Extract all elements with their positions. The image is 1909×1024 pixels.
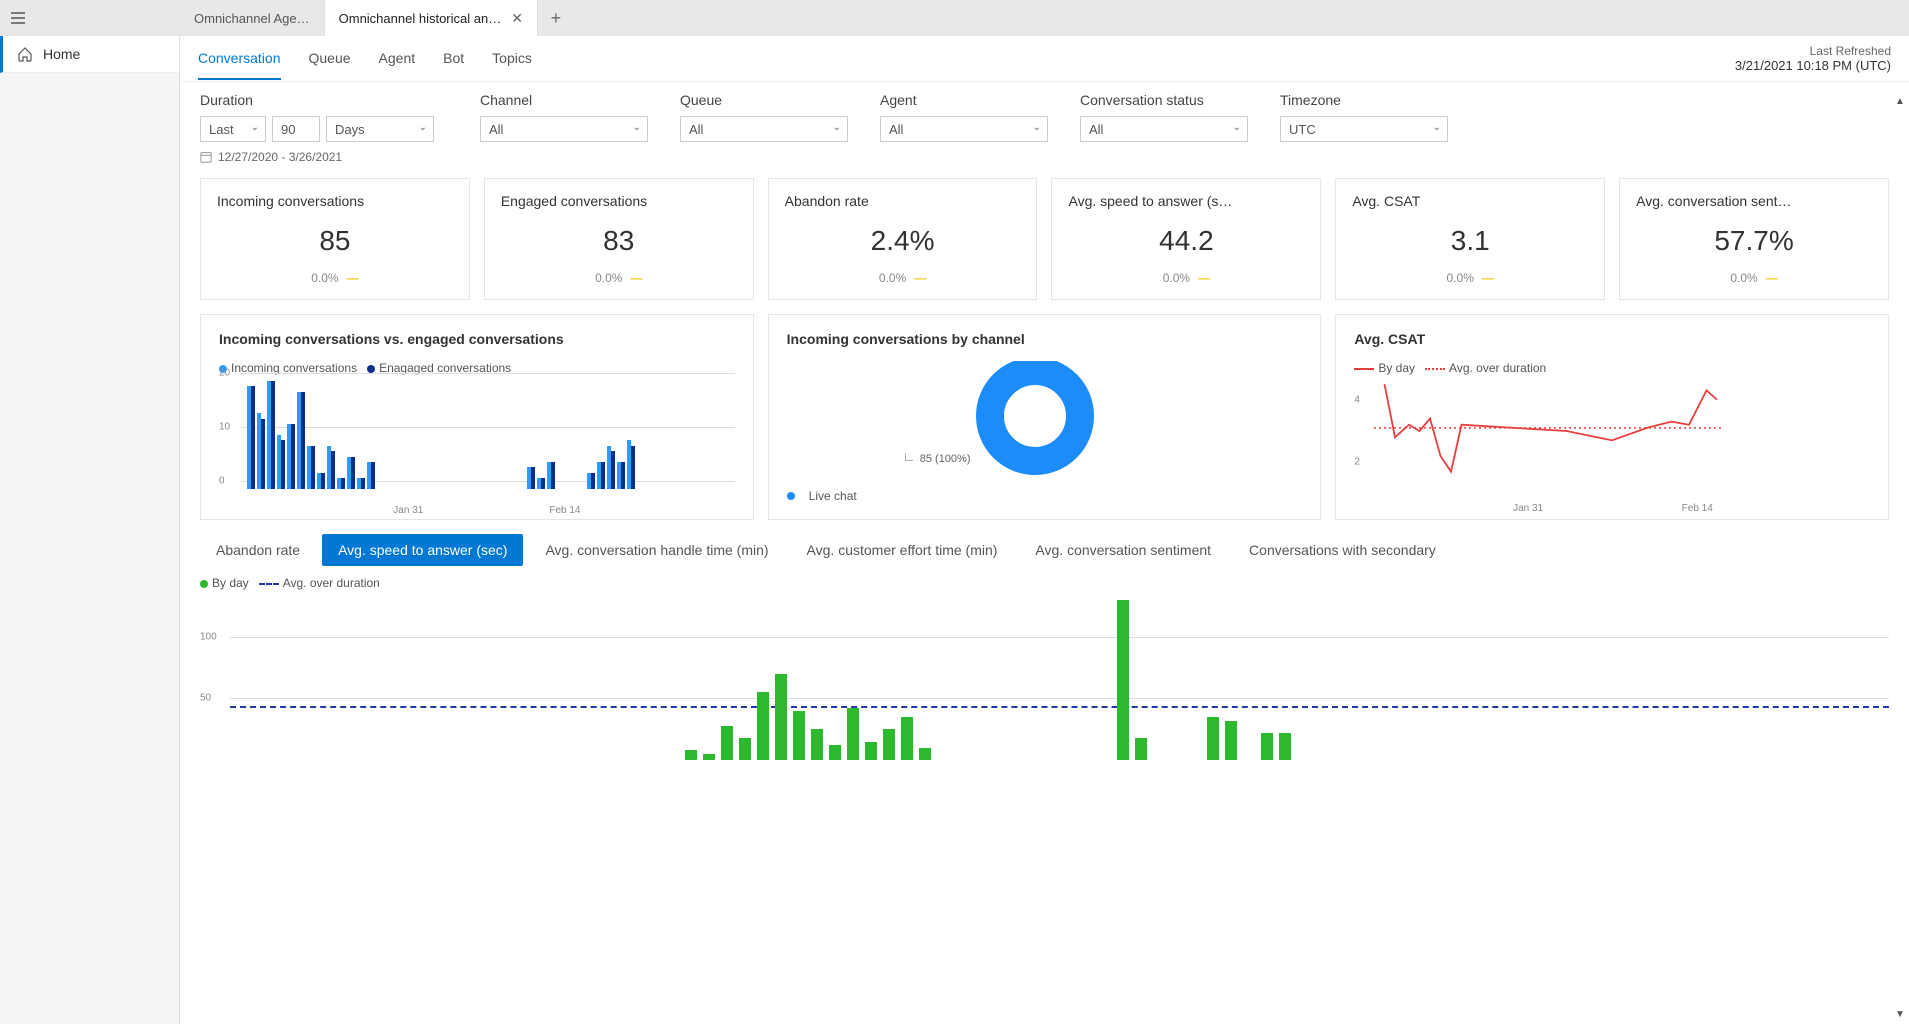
chart1-title: Incoming conversations vs. engaged conve… — [219, 331, 735, 347]
kpi-card: Avg. speed to answer (s… 44.2 0.0%— — [1051, 178, 1321, 300]
metric-tab[interactable]: Avg. customer effort time (min) — [791, 534, 1014, 566]
kpi-delta: 0.0%— — [1352, 271, 1588, 285]
kpi-card: Avg. conversation sent… 57.7% 0.0%— — [1619, 178, 1889, 300]
tab-label: Omnichannel historical an… — [339, 11, 502, 26]
kpi-value: 2.4% — [785, 225, 1021, 257]
subnav-agent[interactable]: Agent — [379, 38, 416, 80]
donut-legend-dot — [787, 492, 795, 500]
metric-tab[interactable]: Avg. conversation handle time (min) — [529, 534, 784, 566]
new-tab-button[interactable]: + — [538, 0, 574, 36]
date-range: 12/27/2020 - 3/26/2021 — [200, 150, 1889, 164]
refresh-time: 3/21/2021 10:18 PM (UTC) — [1735, 58, 1891, 73]
tab-label: Omnichannel Age… — [194, 11, 310, 26]
donut-legend-label: Live chat — [809, 489, 857, 503]
bar — [919, 748, 931, 760]
card-avg-csat: Avg. CSAT By dayAvg. over duration 24 Ja… — [1335, 314, 1889, 520]
subnav-bot[interactable]: Bot — [443, 38, 464, 80]
bar — [685, 750, 697, 760]
bar — [1225, 721, 1237, 760]
bar — [901, 717, 913, 760]
bar — [739, 738, 751, 760]
bar — [1117, 600, 1129, 760]
donut-center-label: 85 (100%) — [920, 453, 971, 465]
sidebar-item-home[interactable]: Home — [0, 36, 179, 73]
bar — [1135, 738, 1147, 760]
kpi-card: Abandon rate 2.4% 0.0%— — [768, 178, 1038, 300]
metric-tab[interactable]: Avg. speed to answer (sec) — [322, 534, 523, 566]
card-incoming-vs-engaged: Incoming conversations vs. engaged conve… — [200, 314, 754, 520]
kpi-title: Avg. conversation sent… — [1636, 193, 1872, 209]
donut-chart — [975, 361, 1115, 481]
kpi-title: Avg. speed to answer (s… — [1068, 193, 1304, 209]
subnav-conversation[interactable]: Conversation — [198, 38, 281, 80]
metric-tab[interactable]: Avg. conversation sentiment — [1019, 534, 1227, 566]
bar — [883, 729, 895, 760]
sidebar-label: Home — [43, 46, 80, 62]
refresh-label: Last Refreshed — [1735, 44, 1891, 58]
sidebar: Home — [0, 36, 180, 1024]
bar — [811, 729, 823, 760]
kpi-card: Engaged conversations 83 0.0%— — [484, 178, 754, 300]
scroll-indicator: ▲ ▼ — [1893, 96, 1907, 1020]
bar — [865, 742, 877, 760]
tab-omnichannel-historical[interactable]: Omnichannel historical an… ✕ — [325, 0, 538, 36]
duration-unit-select[interactable]: Days⌄ — [326, 116, 434, 142]
scroll-up-icon[interactable]: ▲ — [1895, 96, 1905, 107]
duration-mode-select[interactable]: Last⌄ — [200, 116, 266, 142]
filter-channel-label: Channel — [480, 92, 660, 108]
kpi-delta: 0.0%— — [1068, 271, 1304, 285]
kpi-value: 85 — [217, 225, 453, 257]
kpi-value: 57.7% — [1636, 225, 1872, 257]
channel-select[interactable]: All⌄ — [480, 116, 648, 142]
bar — [703, 754, 715, 760]
tab-omnichannel-agent[interactable]: Omnichannel Age… — [180, 0, 325, 36]
kpi-card: Incoming conversations 85 0.0%— — [200, 178, 470, 300]
bar — [847, 708, 859, 760]
scroll-down-icon[interactable]: ▼ — [1895, 1009, 1905, 1020]
status-select[interactable]: All⌄ — [1080, 116, 1248, 142]
filter-agent-label: Agent — [880, 92, 1060, 108]
kpi-delta: 0.0%— — [1636, 271, 1872, 285]
chart2-title: Incoming conversations by channel — [787, 331, 1303, 347]
metric-tab[interactable]: Abandon rate — [200, 534, 316, 566]
bar — [721, 726, 733, 760]
home-icon — [17, 46, 33, 62]
kpi-title: Avg. CSAT — [1352, 193, 1588, 209]
kpi-value: 44.2 — [1068, 225, 1304, 257]
last-refreshed: Last Refreshed 3/21/2021 10:18 PM (UTC) — [1735, 44, 1891, 73]
metric-tab[interactable]: Conversations with secondary — [1233, 534, 1452, 566]
kpi-title: Abandon rate — [785, 193, 1021, 209]
hamburger-menu[interactable] — [0, 0, 36, 36]
filter-queue-label: Queue — [680, 92, 860, 108]
timezone-select[interactable]: UTC⌄ — [1280, 116, 1448, 142]
kpi-delta: 0.0%— — [217, 271, 453, 285]
card-by-channel: Incoming conversations by channel 85 (10… — [768, 314, 1322, 520]
bar — [775, 674, 787, 760]
filter-timezone-label: Timezone — [1280, 92, 1460, 108]
bar — [1207, 717, 1219, 760]
kpi-title: Engaged conversations — [501, 193, 737, 209]
kpi-value: 3.1 — [1352, 225, 1588, 257]
filter-duration-label: Duration — [200, 92, 460, 108]
duration-value-input[interactable]: 90 — [272, 116, 320, 142]
subnav-topics[interactable]: Topics — [492, 38, 532, 80]
bar — [1261, 733, 1273, 760]
filter-status-label: Conversation status — [1080, 92, 1260, 108]
kpi-delta: 0.0%— — [501, 271, 737, 285]
close-icon[interactable]: ✕ — [511, 10, 523, 27]
bar — [1279, 733, 1291, 760]
kpi-title: Incoming conversations — [217, 193, 453, 209]
kpi-value: 83 — [501, 225, 737, 257]
chart3-title: Avg. CSAT — [1354, 331, 1870, 347]
kpi-card: Avg. CSAT 3.1 0.0%— — [1335, 178, 1605, 300]
bar — [757, 692, 769, 760]
kpi-delta: 0.0%— — [785, 271, 1021, 285]
subnav-queue[interactable]: Queue — [309, 38, 351, 80]
bar — [793, 711, 805, 760]
agent-select[interactable]: All⌄ — [880, 116, 1048, 142]
bar — [829, 745, 841, 760]
calendar-icon — [200, 151, 212, 163]
queue-select[interactable]: All⌄ — [680, 116, 848, 142]
